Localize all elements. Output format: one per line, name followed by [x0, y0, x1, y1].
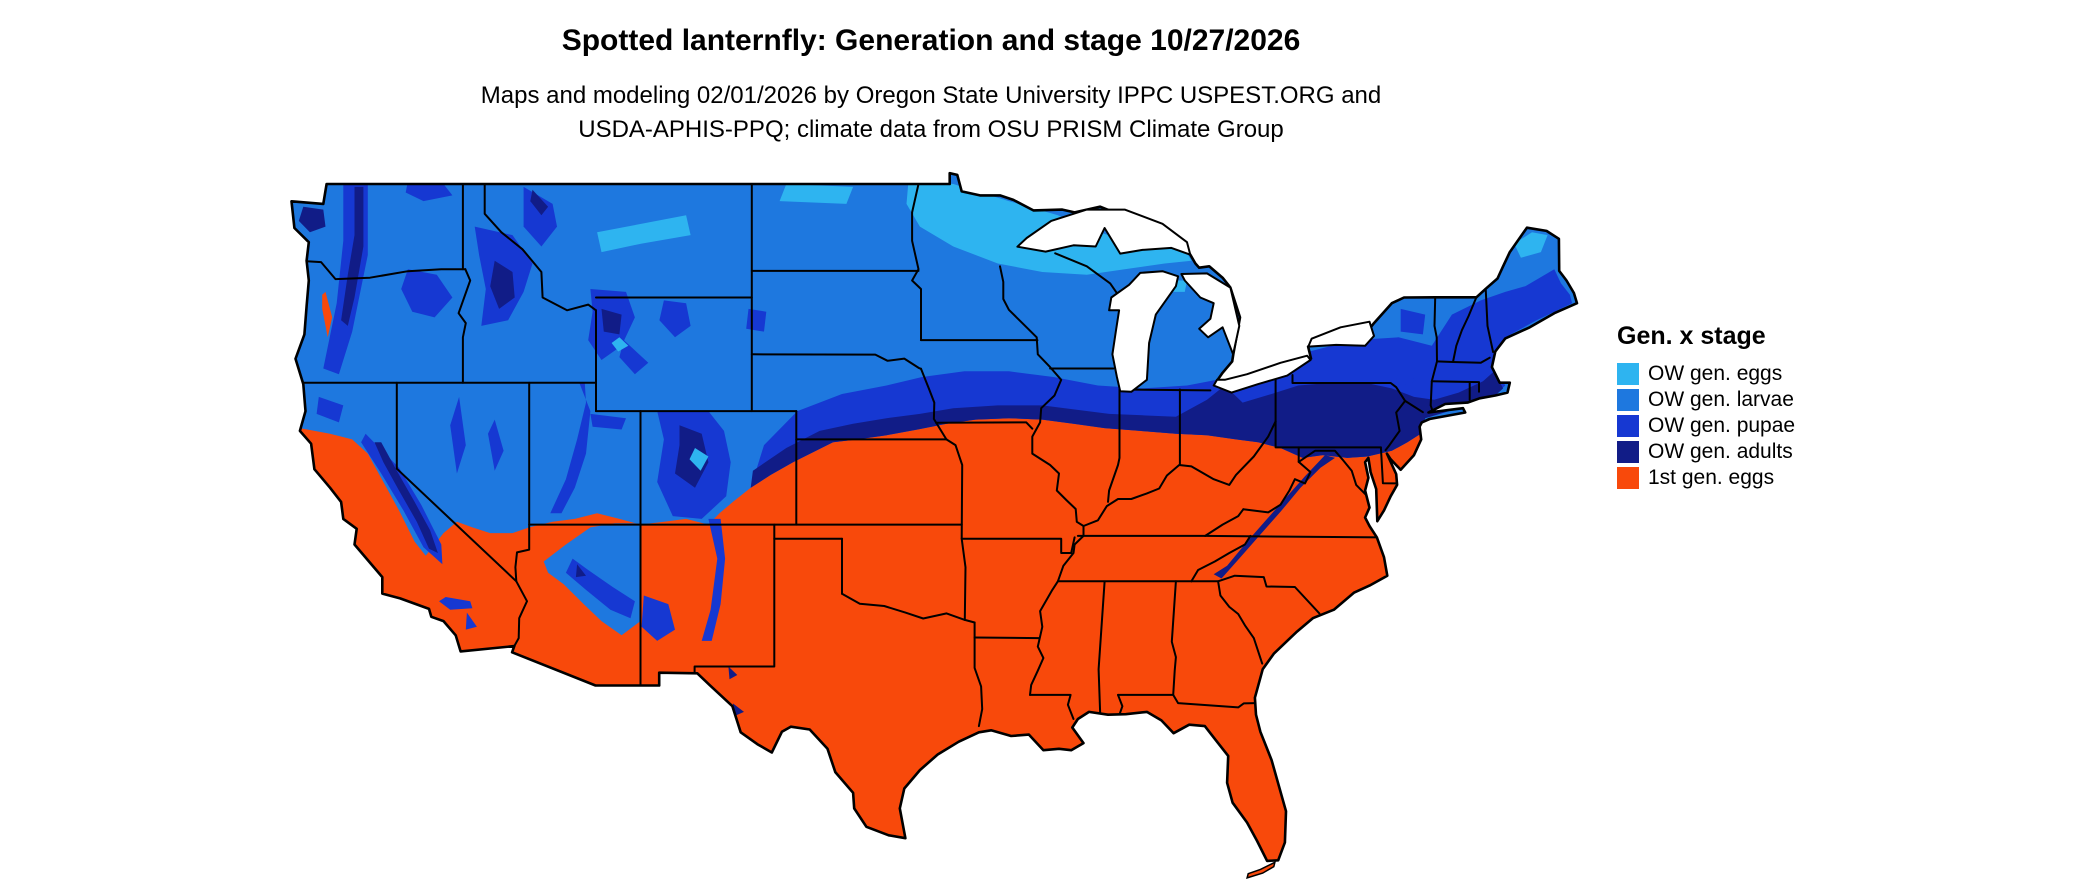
legend-label: OW gen. larvae: [1648, 388, 1794, 411]
map-region: [550, 382, 591, 514]
great-lake: [1180, 272, 1241, 356]
legend-label: OW gen. pupae: [1648, 414, 1796, 437]
page-title: Spotted lanternfly: Generation and stage…: [561, 24, 1301, 57]
us-map-svg: [290, 171, 1579, 880]
map-region: [1400, 308, 1426, 335]
florida-keys: [1246, 860, 1277, 880]
map-region: [1396, 372, 1417, 386]
legend-swatch: [1617, 467, 1639, 489]
map-region: [779, 184, 854, 204]
legend-label: OW gen. adults: [1648, 440, 1793, 463]
map-region: [701, 518, 726, 641]
legend-swatch: [1617, 389, 1639, 411]
map-region: [530, 189, 549, 216]
legend-items: OW gen. eggs OW gen. larvae OW gen. pupae O…: [1617, 361, 1795, 491]
map-region: [341, 186, 364, 326]
legend-swatch: [1617, 363, 1639, 385]
legend-item: OW gen. eggs: [1617, 361, 1795, 387]
map-region: [405, 181, 453, 202]
legend-item: OW gen. larvae: [1617, 387, 1795, 413]
legend-swatch: [1617, 441, 1639, 463]
great-lake: [1016, 208, 1192, 256]
legend-title: Gen. x stage: [1617, 322, 1766, 350]
map-region: [488, 419, 504, 471]
great-lake: [1212, 354, 1312, 394]
legend: Gen. x stage OW gen. eggs OW gen. larvae O…: [1617, 322, 1795, 491]
map-region: [1514, 232, 1548, 258]
legend-item: OW gen. adults: [1617, 439, 1795, 465]
subtitle-line-2: USDA-APHIS-PPQ; climate data from OSU PR…: [578, 116, 1284, 143]
state-borders: [297, 183, 1495, 728]
map-region: [465, 612, 477, 630]
us-phenology-map: [281, 167, 1581, 885]
map-region: [750, 371, 1504, 488]
map-region: [439, 597, 473, 610]
map-color-regions: [291, 173, 1577, 861]
legend-item: OW gen. pupae: [1617, 413, 1795, 439]
map-region: [746, 308, 767, 332]
map-region: [641, 595, 675, 641]
map-region: [450, 396, 466, 474]
subtitle-line-1: Maps and modeling 02/01/2026 by Oregon S…: [480, 82, 1382, 109]
map-region: [490, 260, 515, 309]
legend-item: 1st gen. eggs: [1617, 465, 1795, 491]
map-region: [601, 308, 622, 335]
map-region: [597, 215, 691, 253]
map-region: [322, 291, 333, 338]
map-region: [689, 448, 709, 471]
legend-swatch: [1617, 415, 1639, 437]
map-region: [401, 269, 453, 318]
great-lake: [1307, 320, 1375, 348]
legend-label: OW gen. eggs: [1648, 362, 1783, 385]
map-region: [590, 413, 626, 430]
map-region: [728, 666, 738, 680]
great-lake: [1108, 270, 1180, 393]
legend-label: 1st gen. eggs: [1648, 466, 1775, 489]
map-region: [611, 337, 629, 352]
map-region: [575, 564, 586, 578]
map-region: [298, 206, 326, 233]
map-region: [659, 300, 691, 338]
map-region: [1213, 455, 1335, 579]
map-region: [619, 340, 649, 375]
map-region: [316, 396, 344, 423]
map-region: [374, 442, 438, 553]
